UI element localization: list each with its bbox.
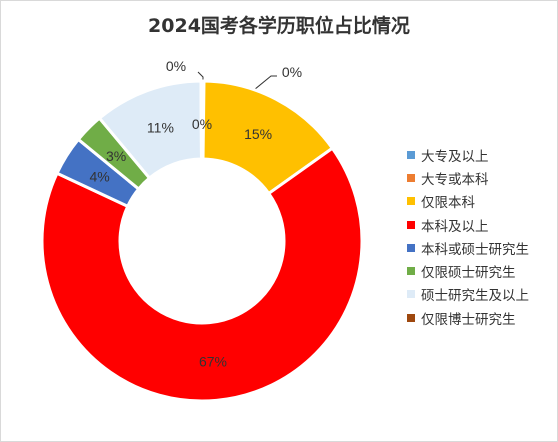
legend-label: 仅限本科 xyxy=(421,195,475,212)
legend-item-1: 大专及以上 xyxy=(407,143,529,166)
legend-swatch xyxy=(407,313,415,322)
legend-item-2: 大专或本科 xyxy=(407,166,529,189)
legend: 大专及以上大专或本科仅限本科本科及以上本科或硕士研究生 仅限硕士研究生 硕士研究生及… xyxy=(407,143,529,329)
legend-item-4: 本科及以上 xyxy=(407,213,529,236)
legend-item-7: 硕士研究生及以上 xyxy=(407,283,529,306)
slice-8 xyxy=(199,79,204,161)
legend-swatch xyxy=(407,197,415,206)
data-label-1: 0% xyxy=(166,58,186,74)
slice-4 xyxy=(40,146,364,403)
legend-swatch xyxy=(407,290,415,299)
legend-item-3: 仅限本科 xyxy=(407,190,529,213)
legend-swatch xyxy=(407,173,415,182)
legend-item-8: 仅限博士研究生 xyxy=(407,306,529,329)
legend-label: 大专或本科 xyxy=(421,171,489,188)
legend-swatch xyxy=(407,243,415,252)
data-label-4: 67% xyxy=(199,354,227,370)
chart-title: 2024国考各学历职位占比情况 xyxy=(148,15,410,37)
legend-item-5: 本科或硕士研究生 xyxy=(407,236,529,259)
data-label-2: 0% xyxy=(282,64,302,80)
legend-label: 本科及以上 xyxy=(421,218,489,235)
legend-label: 仅限硕士研究生 xyxy=(421,265,516,282)
data-label-8: 0% xyxy=(192,116,212,132)
legend-swatch xyxy=(407,267,415,276)
legend-label: 硕士研究生及以上 xyxy=(421,288,529,305)
legend-item-6: 仅限硕士研究生 xyxy=(407,259,529,282)
legend-label: 本科或硕士研究生 xyxy=(421,241,529,258)
legend-label: 大专及以上 xyxy=(421,148,489,165)
data-label-5: 4% xyxy=(90,168,110,184)
legend-swatch xyxy=(407,220,415,229)
data-label-7: 11% xyxy=(147,119,174,135)
legend-swatch xyxy=(407,150,415,159)
data-label-6: 3% xyxy=(106,148,126,164)
data-label-3: 15% xyxy=(244,126,272,142)
legend-label: 仅限博士研究生 xyxy=(421,311,516,328)
